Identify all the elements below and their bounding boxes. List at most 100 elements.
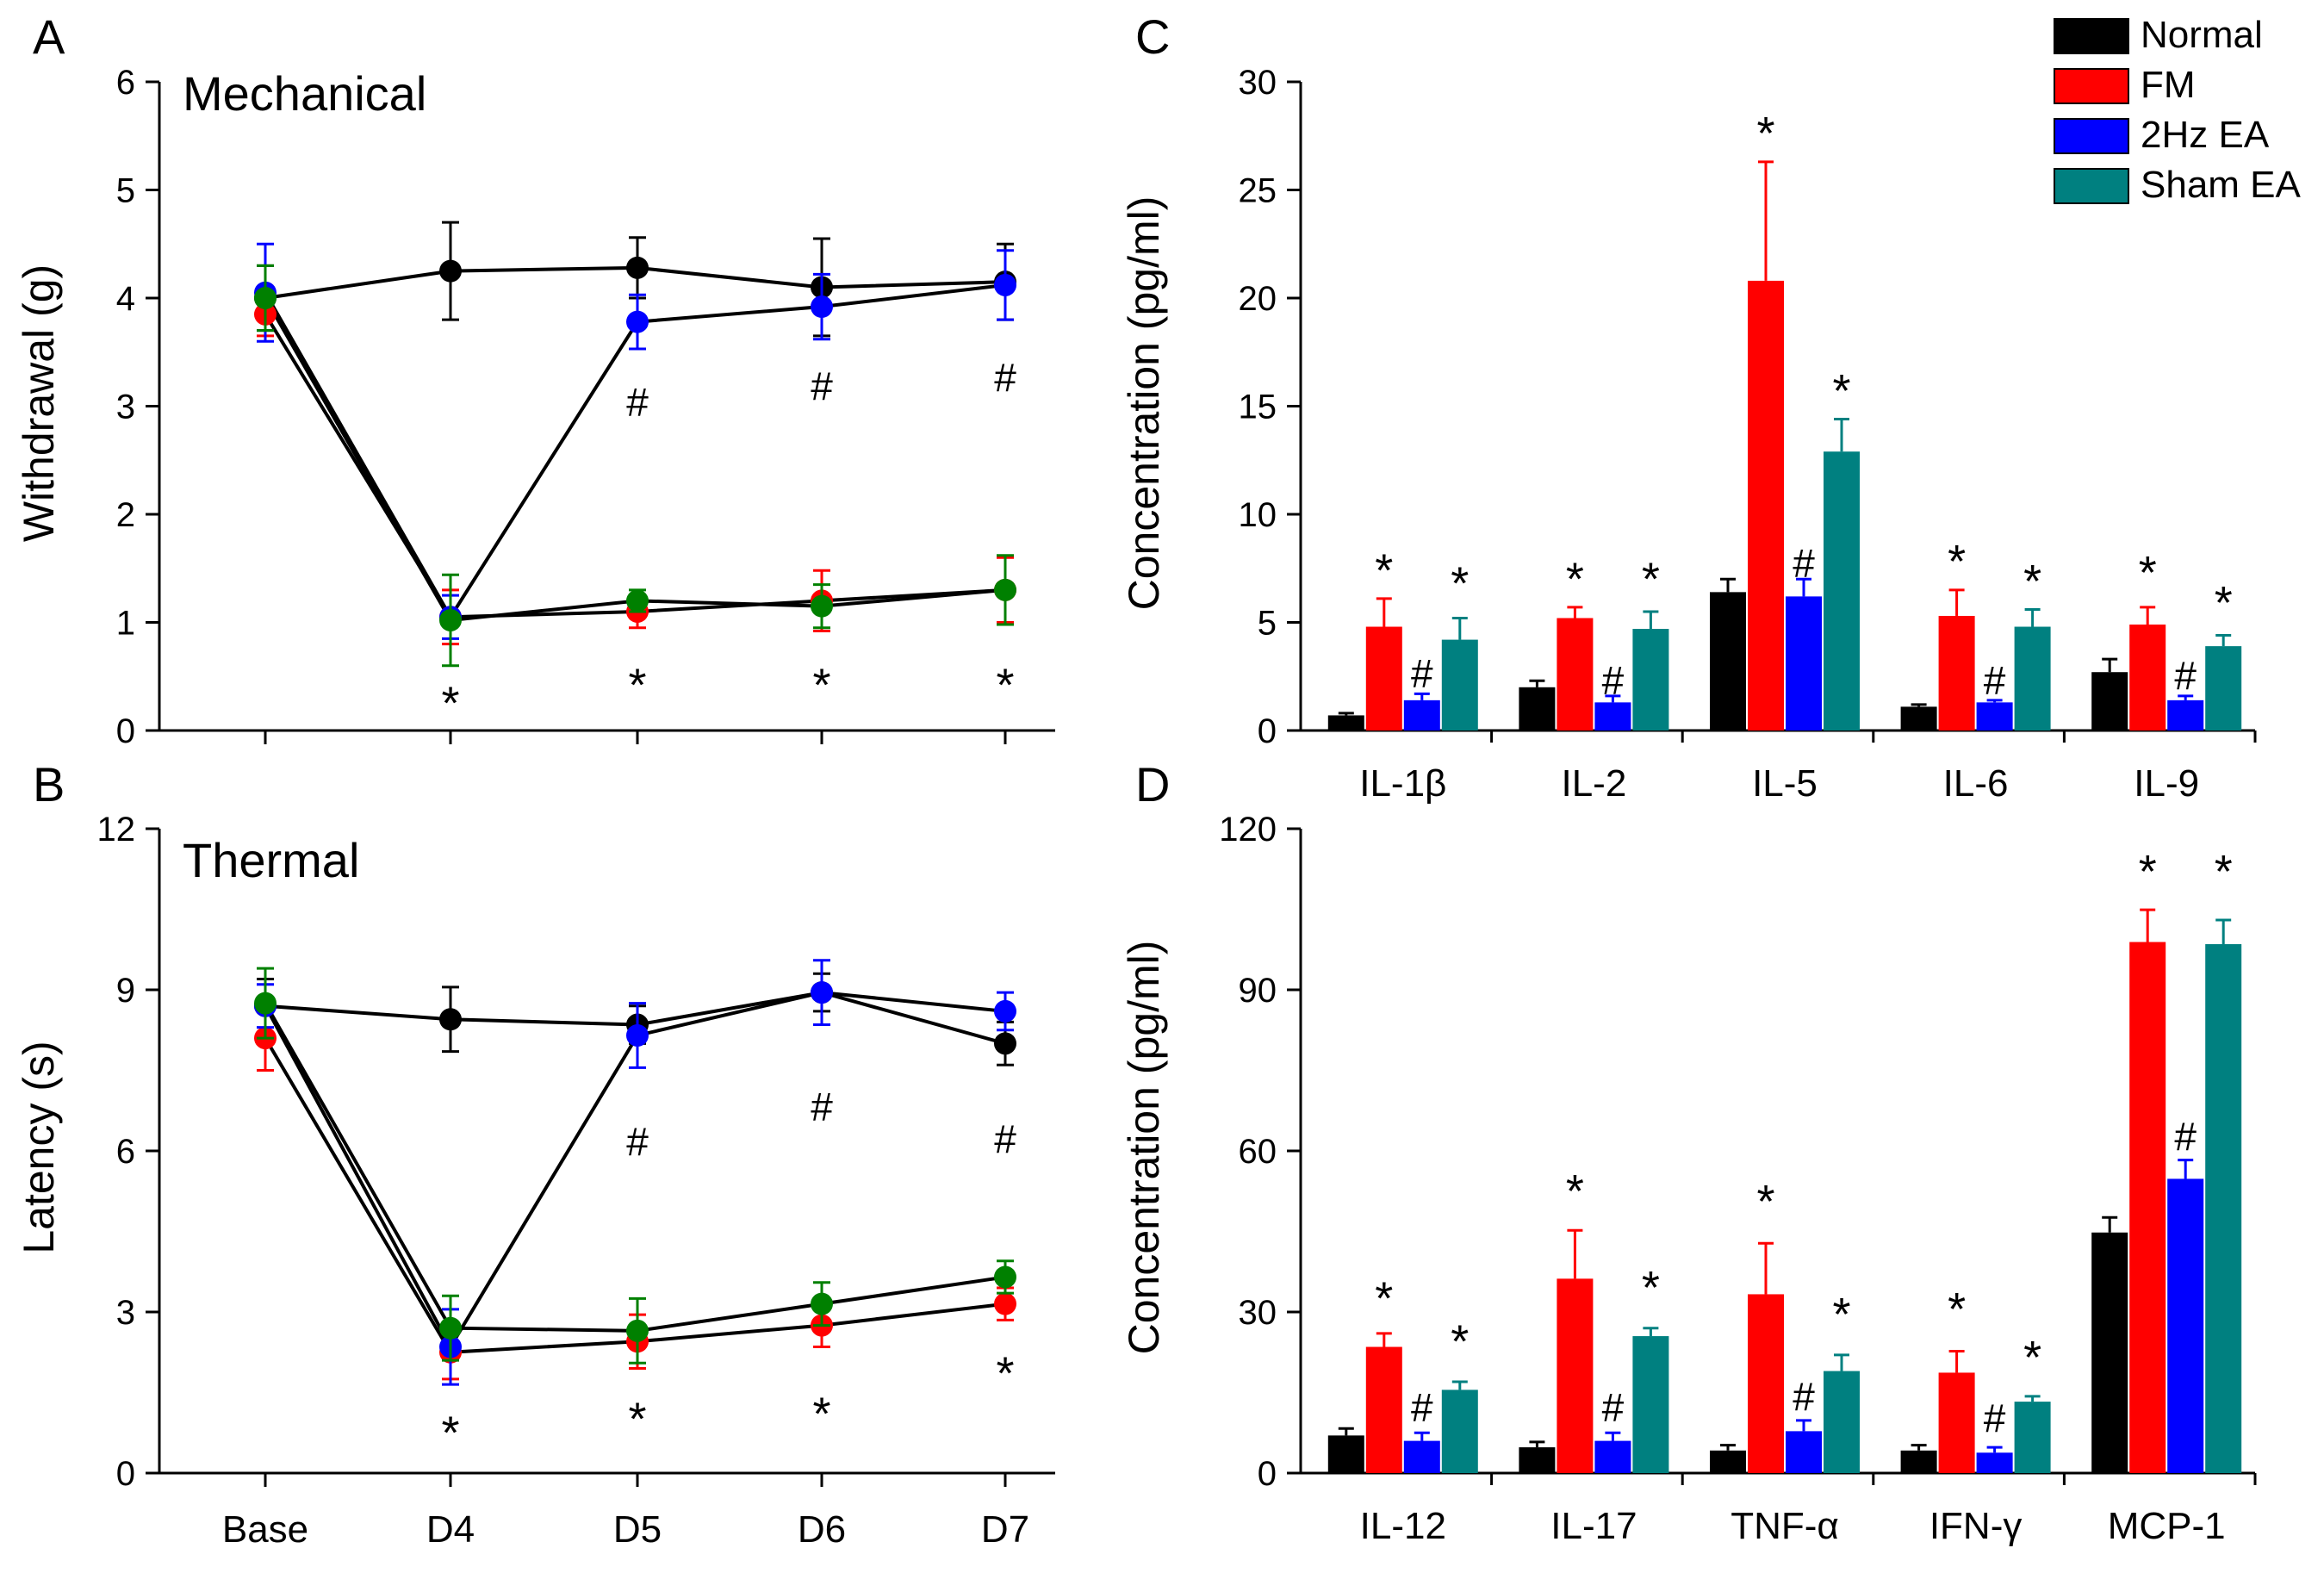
significance-star: * — [1566, 1166, 1584, 1217]
y-tick-label: 1 — [116, 605, 135, 643]
significance-hash: # — [1793, 541, 1815, 586]
data-point-normal-d4 — [439, 1008, 462, 1031]
legend-label-normal: Normal — [2141, 14, 2263, 56]
significance-star: * — [2215, 846, 2233, 898]
significance-hash: # — [1411, 1385, 1433, 1430]
significance-star: * — [1948, 536, 1966, 588]
significance-star: * — [812, 659, 830, 711]
y-tick-label: 0 — [1258, 1455, 1277, 1493]
bar-il-9-normal — [2091, 672, 2128, 731]
bar-il-6-2hz-ea — [1976, 702, 2013, 731]
significance-star: * — [2023, 1332, 2041, 1383]
significance-hash: # — [811, 364, 833, 408]
panel-title: Thermal — [183, 833, 359, 887]
significance-star: * — [2139, 547, 2157, 599]
bar-tnf-alpha-2hz-ea — [1786, 1431, 1822, 1473]
bar-il-1beta-normal — [1327, 715, 1364, 731]
y-tick-label: 120 — [1219, 811, 1277, 849]
bar-il-1beta-sham-ea — [1441, 639, 1478, 731]
x-tick-label-base: Base — [222, 1508, 308, 1551]
x-tick-label-il-9: IL-9 — [2134, 762, 2199, 805]
data-point-normal-d7 — [994, 1032, 1016, 1055]
significance-hash: # — [626, 1120, 649, 1165]
bar-il-6-normal — [1900, 706, 1937, 731]
data-point-2hz-ea-d7 — [994, 999, 1016, 1023]
y-tick-label: 90 — [1239, 972, 1277, 1010]
y-tick-label: 5 — [116, 172, 135, 210]
legend-swatch-fm — [2054, 68, 2129, 104]
bar-il-5-fm — [1748, 280, 1784, 731]
legend-swatch-sham-ea — [2054, 168, 2129, 204]
y-tick-label: 0 — [116, 1455, 135, 1493]
x-tick-label-il-5: IL-5 — [1752, 762, 1818, 805]
y-tick-label: 30 — [1239, 1294, 1277, 1332]
bar-il-1beta-2hz-ea — [1403, 699, 1440, 731]
y-axis-label: Withdrawal (g) — [15, 264, 63, 542]
y-tick-label: 3 — [116, 389, 135, 426]
data-point-fm-d7 — [994, 1292, 1016, 1315]
bar-il-5-sham-ea — [1824, 451, 1860, 731]
data-point-sham-ea-d5 — [626, 1319, 649, 1342]
bar-il-17-sham-ea — [1632, 1336, 1669, 1473]
y-tick-label: 5 — [1258, 605, 1277, 643]
significance-star: * — [2139, 846, 2157, 898]
panel-c-cytokines: 0 5 10 15 20 25 30 Concentration (pg/ml) C IL-1β I… — [1120, 9, 2257, 805]
bar-ifn-gamma-normal — [1900, 1450, 1937, 1473]
y-tick-label: 6 — [116, 64, 135, 102]
significance-hash: # — [1984, 658, 2006, 703]
data-point-2hz-ea-d6 — [811, 981, 833, 1004]
x-tick-label-mcp-1: MCP-1 — [2108, 1505, 2226, 1547]
data-point-2hz-ea-d5 — [626, 310, 649, 333]
bar-tnf-alpha-sham-ea — [1824, 1371, 1860, 1473]
x-tick-label-il-17: IL-17 — [1550, 1505, 1637, 1547]
y-tick-label: 3 — [116, 1294, 135, 1332]
bar-il-2-fm — [1557, 618, 1594, 731]
significance-star: * — [628, 1394, 646, 1446]
x-tick-label-ifn-gamma: IFN-γ — [1929, 1505, 2023, 1547]
significance-star: * — [1375, 544, 1393, 596]
bar-mcp-1-sham-ea — [2205, 944, 2242, 1473]
bar-tnf-alpha-fm — [1748, 1294, 1784, 1473]
significance-star: * — [996, 1348, 1014, 1400]
y-tick-label: 12 — [97, 811, 136, 849]
y-axis-label: Concentration (pg/ml) — [1120, 941, 1168, 1355]
significance-star: * — [996, 659, 1014, 711]
x-tick-label-il-12: IL-12 — [1360, 1505, 1446, 1547]
y-tick-label: 60 — [1239, 1133, 1277, 1171]
significance-star: * — [1756, 1176, 1774, 1228]
y-tick-label: 0 — [116, 712, 135, 750]
significance-hash: # — [1411, 651, 1433, 696]
y-tick-label: 6 — [116, 1133, 135, 1171]
significance-star: * — [1832, 365, 1850, 417]
bar-ifn-gamma-sham-ea — [2014, 1402, 2051, 1473]
panel-letter: D — [1135, 757, 1170, 811]
significance-hash: # — [1793, 1375, 1815, 1420]
panel-letter: A — [33, 9, 65, 64]
bar-il-17-normal — [1519, 1447, 1556, 1473]
x-tick-label-d7: D7 — [981, 1508, 1029, 1551]
legend-label-fm: FM — [2141, 64, 2196, 106]
significance-hash: # — [626, 380, 649, 425]
data-point-sham-ea-base — [254, 992, 277, 1015]
significance-star: * — [1566, 553, 1584, 605]
panel-d-cytokines: 0 30 60 90 120 Concentration (pg/ml) D IL-12 IL-… — [1120, 757, 2257, 1547]
data-point-sham-ea-d5 — [626, 589, 649, 612]
x-tick-label-il-2: IL-2 — [1561, 762, 1626, 805]
data-point-2hz-ea-d5 — [626, 1023, 649, 1047]
y-tick-label: 10 — [1239, 496, 1277, 534]
bar-il-2-sham-ea — [1632, 629, 1669, 731]
bar-il-9-sham-ea — [2205, 646, 2242, 731]
panel-b-thermal: 0 3 6 9 12 Latency (s) B Thermal Base D4 D5 D6 D7 * * *… — [15, 757, 1055, 1551]
legend-swatch-2hz-ea — [2054, 118, 2129, 154]
y-axis-label: Latency (s) — [15, 1041, 63, 1253]
significance-hash: # — [994, 1116, 1016, 1161]
bar-mcp-1-normal — [2091, 1232, 2128, 1473]
data-point-normal-d4 — [439, 259, 462, 283]
significance-hash: # — [994, 355, 1016, 400]
y-tick-label: 0 — [1258, 712, 1277, 750]
data-point-normal-d5 — [626, 256, 649, 279]
bar-il-17-fm — [1557, 1278, 1594, 1473]
panel-letter: C — [1135, 9, 1170, 64]
significance-hash: # — [1602, 658, 1625, 703]
significance-hash: # — [1602, 1385, 1625, 1430]
